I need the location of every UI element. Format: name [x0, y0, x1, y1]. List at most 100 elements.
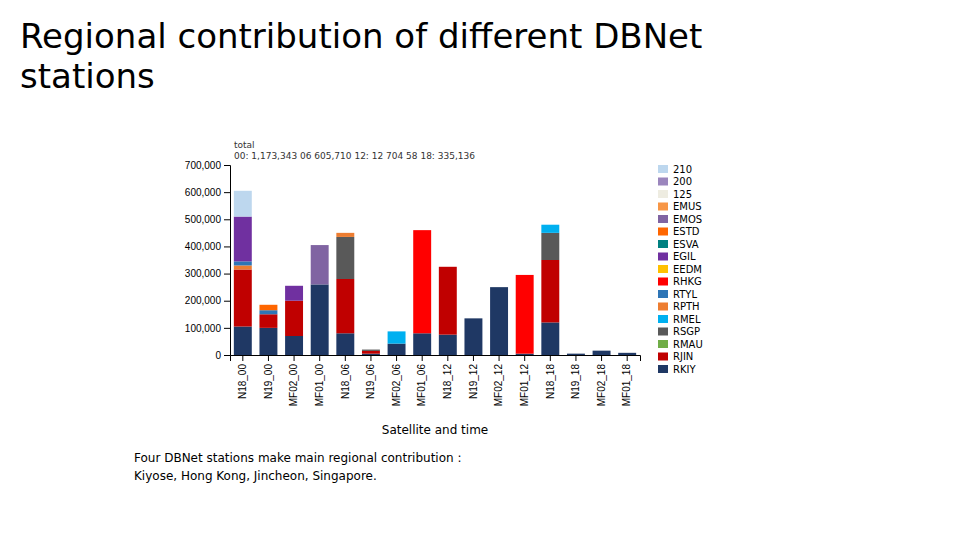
bar-segment: [593, 350, 611, 351]
bar-segment: [567, 353, 585, 354]
bar-segment: [311, 245, 329, 246]
bar-segment: [388, 331, 406, 332]
bar-segment: [311, 245, 329, 284]
axis-line: [224, 166, 231, 356]
x-tick: MF01_18: [621, 355, 632, 406]
bar-segment: [464, 318, 482, 319]
bar-segment: [285, 285, 303, 286]
bar-segment: [388, 331, 406, 332]
bar-segment: [388, 331, 406, 332]
legend-swatch: [658, 290, 668, 298]
legend-label: EGIL: [673, 251, 696, 262]
bar-segment: [336, 232, 354, 233]
legend-item: RKIY: [658, 364, 696, 375]
legend-label: EMOS: [673, 214, 702, 225]
x-tick: N18_18: [545, 355, 556, 399]
bar-segment: [336, 279, 354, 333]
bar-segment: [439, 266, 457, 267]
x-tick-mark: [268, 355, 269, 361]
subtitle-line: Kiyose, Hong Kong, Jincheon, Singapore.: [134, 469, 377, 483]
legend-item: RMEL: [658, 314, 701, 325]
x-axis-title: Satellite and time: [382, 423, 488, 437]
bar-segment: [259, 304, 277, 305]
bar-segment: [464, 318, 482, 319]
bar-segment: [490, 287, 508, 288]
bars: [234, 191, 636, 355]
bar-segment: [516, 274, 534, 275]
bar-segment: [567, 353, 585, 354]
x-tick: MF02_06: [391, 355, 402, 406]
bar-segment: [285, 301, 303, 336]
bar-segment: [464, 318, 482, 355]
bar-segment: [516, 275, 534, 354]
bar-segment: [388, 331, 406, 332]
chart-svg: Regional contribution of different DBNet…: [0, 0, 960, 540]
bar-segment: [541, 224, 559, 225]
bar-segment: [490, 287, 508, 288]
bar-segment: [567, 353, 585, 354]
bar-segment: [593, 350, 611, 351]
legend-label: RTYL: [673, 289, 697, 300]
x-tick: N18_06: [340, 355, 351, 399]
bar-segment: [413, 230, 431, 231]
bar-segment: [285, 285, 303, 286]
bar-segment: [362, 349, 380, 350]
x-tick-mark: [396, 355, 397, 361]
bar-segment: [541, 224, 559, 225]
x-tick: N18_00: [237, 355, 248, 399]
bar-segment: [362, 349, 380, 350]
legend-label: 200: [673, 176, 692, 187]
bar-segment: [285, 336, 303, 355]
bar-segment: [413, 230, 431, 231]
bar-segment: [464, 318, 482, 319]
y-tick: 600,000: [185, 187, 230, 198]
bar-segment: [567, 353, 585, 354]
legend-label: EEDM: [673, 264, 702, 275]
legend: 210200125EMUSEMOSESTDESVAEGILEEDMRHKGRTY…: [658, 164, 703, 375]
bar-segment: [490, 287, 508, 288]
x-tick-mark: [345, 355, 346, 361]
bar-segment: [567, 353, 585, 354]
bar-segment: [336, 232, 354, 233]
bar-segment: [567, 353, 585, 354]
bar-segment: [541, 224, 559, 225]
legend-item: EEDM: [658, 264, 702, 275]
x-tick: MF02_18: [596, 355, 607, 406]
legend-item: RJIN: [658, 351, 693, 362]
legend-swatch: [658, 215, 668, 223]
bar-segment: [336, 232, 354, 233]
legend-item: 200: [658, 176, 692, 187]
bar-segment: [285, 285, 303, 286]
bar-segment: [490, 287, 508, 288]
bar-segment: [516, 274, 534, 275]
y-tick: 200,000: [185, 295, 230, 306]
bar-segment: [567, 353, 585, 354]
bar-series: [413, 230, 533, 354]
bar-segment: [388, 331, 406, 332]
bar-segment: [464, 318, 482, 319]
y-tick-mark: [224, 301, 230, 302]
bar-segment: [362, 349, 380, 350]
y-tick-label: 100,000: [185, 323, 222, 334]
bar-segment: [311, 245, 329, 246]
legend-item: EMOS: [658, 214, 702, 225]
y-tick: 300,000: [185, 268, 230, 279]
bar-segment: [593, 350, 611, 351]
bar-segment: [388, 331, 406, 332]
subtitle-line: Four DBNet stations make main regional c…: [134, 451, 461, 465]
y-tick-label: 500,000: [185, 214, 222, 225]
bar-segment: [593, 350, 611, 351]
bar-segment: [259, 304, 277, 305]
x-tick-mark: [319, 355, 320, 361]
bar-segment: [362, 349, 380, 350]
bar-segment: [490, 287, 508, 288]
bar-segment: [567, 353, 585, 354]
bar-segment: [464, 318, 482, 319]
bar-series: [234, 217, 303, 301]
legend-swatch: [658, 315, 668, 323]
bar-segment: [618, 352, 636, 353]
bar-segment: [593, 350, 611, 351]
x-tick-mark: [524, 355, 525, 361]
x-tick: N19_00: [263, 355, 274, 399]
y-axis: 0100,000200,000300,000400,000500,000600,…: [185, 160, 231, 361]
